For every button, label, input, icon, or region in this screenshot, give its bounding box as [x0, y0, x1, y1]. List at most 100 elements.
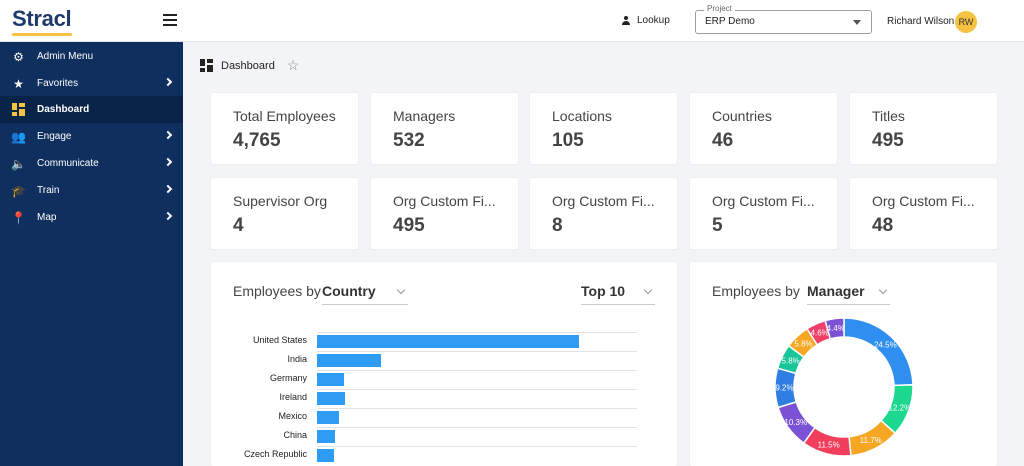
- stat-card-locations[interactable]: Locations 105: [530, 93, 677, 164]
- bar-gridline: [317, 446, 637, 447]
- bar[interactable]: [317, 335, 579, 348]
- stat-value: 4: [233, 215, 244, 236]
- stat-value: 5: [712, 215, 723, 236]
- stat-card-total-employees[interactable]: Total Employees 4,765: [211, 93, 358, 164]
- stat-card-org-custom-field-1[interactable]: Org Custom Fi... 495: [371, 178, 518, 249]
- sidebar-item-label: Map: [37, 212, 57, 223]
- stat-label: Org Custom Fi...: [712, 193, 815, 209]
- sidebar-item-communicate[interactable]: 🔈 Communicate: [0, 150, 183, 177]
- megaphone-icon: 🔈: [11, 156, 26, 171]
- stat-card-org-custom-field-3[interactable]: Org Custom Fi... 5: [690, 178, 837, 249]
- chevron-right-icon: [163, 157, 173, 167]
- sidebar-item-label: Admin Menu: [37, 51, 94, 62]
- employees-by-manager-panel: Employees by Manager 24.5% 12.2% 11.7% 11.5…: [690, 262, 997, 466]
- sidebar-item-dashboard[interactable]: Dashboard: [0, 96, 183, 123]
- bar[interactable]: [317, 354, 381, 367]
- top-n-value: Top 10: [581, 283, 626, 299]
- donut-slice-label: 11.5%: [818, 440, 840, 449]
- donut-slice-label: 10.3%: [784, 418, 807, 427]
- bar[interactable]: [317, 430, 335, 443]
- stat-label: Org Custom Fi...: [552, 193, 655, 209]
- donut-slice-label: 11.7%: [860, 436, 882, 445]
- chevron-right-icon: [163, 130, 173, 140]
- bar[interactable]: [317, 449, 334, 462]
- logo-underline: [12, 33, 72, 36]
- stat-value: 495: [393, 215, 425, 236]
- bar[interactable]: [317, 373, 344, 386]
- bar-gridline: [317, 332, 637, 333]
- donut-slice-label: 5.8%: [794, 339, 812, 348]
- sidebar-item-label: Dashboard: [37, 104, 90, 115]
- group-by-select[interactable]: Country: [322, 283, 408, 305]
- chevron-down-icon: [643, 285, 653, 295]
- gear-icon: ⚙: [13, 49, 24, 64]
- dashboard-icon: [12, 103, 25, 116]
- bar-category-label: Czech Republic: [243, 449, 307, 459]
- group-by-value: Manager: [807, 283, 865, 299]
- stat-value: 4,765: [233, 130, 281, 151]
- breadcrumb: Dashboard ☆: [200, 57, 299, 74]
- bar-gridline: [317, 389, 637, 390]
- donut-slice-label: 4.4%: [827, 324, 845, 333]
- page-title: Dashboard: [221, 59, 275, 72]
- sidebar-item-map[interactable]: 📍 Map: [0, 204, 183, 231]
- stat-value: 105: [552, 130, 584, 151]
- stat-label: Supervisor Org: [233, 193, 328, 209]
- sidebar-item-label: Engage: [37, 131, 72, 142]
- lookup-label: Lookup: [637, 15, 670, 26]
- caret-down-icon: [853, 20, 861, 25]
- graduation-cap-icon: 🎓: [11, 183, 26, 198]
- star-icon: ★: [13, 76, 24, 91]
- bar-gridline: [317, 351, 637, 352]
- chevron-down-icon: [396, 285, 406, 295]
- bar[interactable]: [317, 392, 345, 405]
- stat-label: Locations: [552, 108, 612, 124]
- hamburger-menu-icon[interactable]: [163, 14, 177, 26]
- project-legend: Project: [704, 4, 735, 13]
- stat-card-titles[interactable]: Titles 495: [850, 93, 997, 164]
- donut-slice[interactable]: [843, 317, 914, 387]
- lookup-button[interactable]: Lookup: [621, 15, 670, 26]
- project-value: ERP Demo: [705, 16, 755, 27]
- donut-slice-label: 5.8%: [782, 357, 800, 366]
- manager-donut-chart: 24.5%12.2%11.7%11.5%10.3%9.2%5.8%5.8%4.6…: [774, 317, 914, 457]
- top-bar: Stracl Lookup Project ERP Demo Richard W…: [0, 0, 1024, 42]
- stat-value: 532: [393, 130, 425, 151]
- bar-gridline: [317, 408, 637, 409]
- logo[interactable]: Stracl: [12, 6, 72, 31]
- sidebar-item-engage[interactable]: 👥 Engage: [0, 123, 183, 150]
- stat-value: 48: [872, 215, 894, 236]
- donut-slice[interactable]: [824, 317, 845, 340]
- chevron-right-icon: [163, 184, 173, 194]
- stat-card-managers[interactable]: Managers 532: [371, 93, 518, 164]
- avatar[interactable]: RW: [955, 11, 977, 33]
- stat-label: Org Custom Fi...: [393, 193, 496, 209]
- bar-category-label: Germany: [269, 373, 307, 383]
- bar-category-label: China: [283, 430, 307, 440]
- top-n-select[interactable]: Top 10: [581, 283, 655, 305]
- user-name[interactable]: Richard Wilson: [887, 16, 955, 27]
- bar-category-label: India: [287, 354, 307, 364]
- stat-card-countries[interactable]: Countries 46: [690, 93, 837, 164]
- group-by-value: Country: [322, 283, 376, 299]
- sidebar-item-admin-menu[interactable]: ⚙ Admin Menu: [0, 43, 183, 70]
- stat-label: Org Custom Fi...: [872, 193, 975, 209]
- group-by-select[interactable]: Manager: [807, 283, 890, 305]
- person-icon: [621, 15, 631, 26]
- stat-card-supervisor-org[interactable]: Supervisor Org 4: [211, 178, 358, 249]
- panel-title: Employees by: [233, 283, 321, 299]
- sidebar-item-favorites[interactable]: ★ Favorites: [0, 70, 183, 97]
- stat-value: 46: [712, 130, 734, 151]
- stat-card-org-custom-field-4[interactable]: Org Custom Fi... 48: [850, 178, 997, 249]
- favorite-star-icon[interactable]: ☆: [286, 57, 300, 73]
- stat-card-org-custom-field-2[interactable]: Org Custom Fi... 8: [530, 178, 677, 249]
- bar-category-label: United States: [252, 335, 307, 345]
- bar[interactable]: [317, 411, 339, 424]
- sidebar-item-train[interactable]: 🎓 Train: [0, 177, 183, 204]
- bar-category-label: Mexico: [278, 411, 307, 421]
- bar-gridline: [317, 427, 637, 428]
- employees-by-country-panel: Employees by Country Top 10: [211, 262, 677, 466]
- project-select[interactable]: Project ERP Demo: [695, 4, 872, 34]
- panel-title: Employees by: [712, 283, 800, 299]
- stat-label: Total Employees: [233, 108, 336, 124]
